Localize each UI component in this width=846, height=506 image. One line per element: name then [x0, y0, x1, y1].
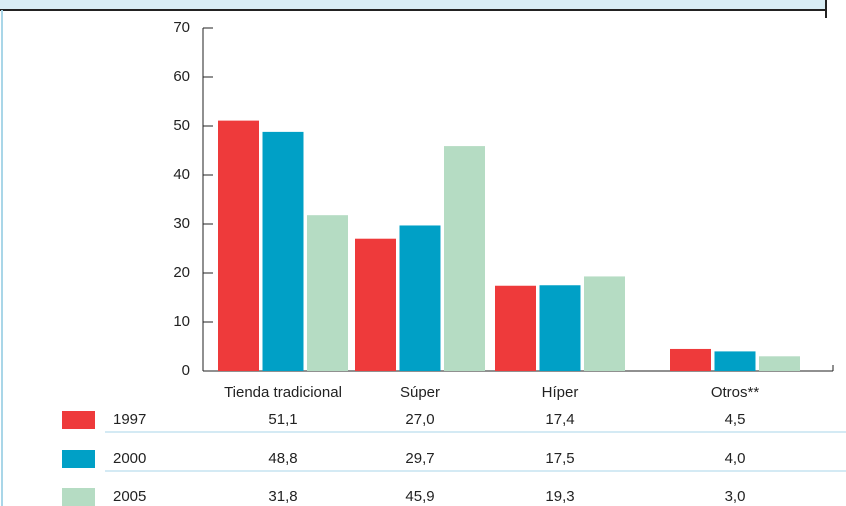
x-tick-label: Otros**	[711, 384, 760, 401]
x-tick-label: Tienda tradicional	[224, 384, 342, 401]
y-tick-label: 50	[173, 117, 190, 134]
bar	[670, 348, 711, 371]
x-tick-label: Súper	[400, 384, 440, 401]
y-tick-label: 60	[173, 68, 190, 85]
table-value: 51,1	[268, 411, 297, 428]
legend-label: 1997	[113, 411, 146, 428]
bar	[307, 215, 348, 371]
table-value: 17,4	[545, 411, 574, 428]
y-tick-label: 20	[173, 264, 190, 281]
legend-label: 2000	[113, 450, 146, 467]
bar	[444, 146, 485, 371]
bar	[399, 225, 441, 371]
table-value: 19,3	[545, 488, 574, 505]
bar	[584, 276, 625, 371]
legend-label: 2005	[113, 488, 146, 505]
legend-swatch	[62, 488, 95, 506]
bar	[714, 351, 756, 371]
legend-swatch	[62, 450, 95, 468]
bar	[539, 285, 581, 371]
bar	[218, 120, 259, 371]
table-value: 3,0	[725, 488, 746, 505]
table-value: 4,5	[725, 411, 746, 428]
bar	[495, 285, 536, 371]
y-tick-label: 10	[173, 313, 190, 330]
table-value: 29,7	[405, 450, 434, 467]
bar	[262, 131, 304, 371]
bar	[759, 356, 800, 371]
table-value: 4,0	[725, 450, 746, 467]
y-tick-label: 30	[173, 215, 190, 232]
y-tick-label: 40	[173, 166, 190, 183]
table-value: 17,5	[545, 450, 574, 467]
y-tick-label: 0	[182, 362, 190, 379]
table-value: 27,0	[405, 411, 434, 428]
table-value: 31,8	[268, 488, 297, 505]
top-band	[0, 0, 826, 10]
table-value: 48,8	[268, 450, 297, 467]
table-value: 45,9	[405, 488, 434, 505]
y-tick-label: 70	[173, 19, 190, 36]
legend-swatch	[62, 411, 95, 429]
x-tick-label: Híper	[542, 384, 579, 401]
bar	[355, 238, 396, 371]
